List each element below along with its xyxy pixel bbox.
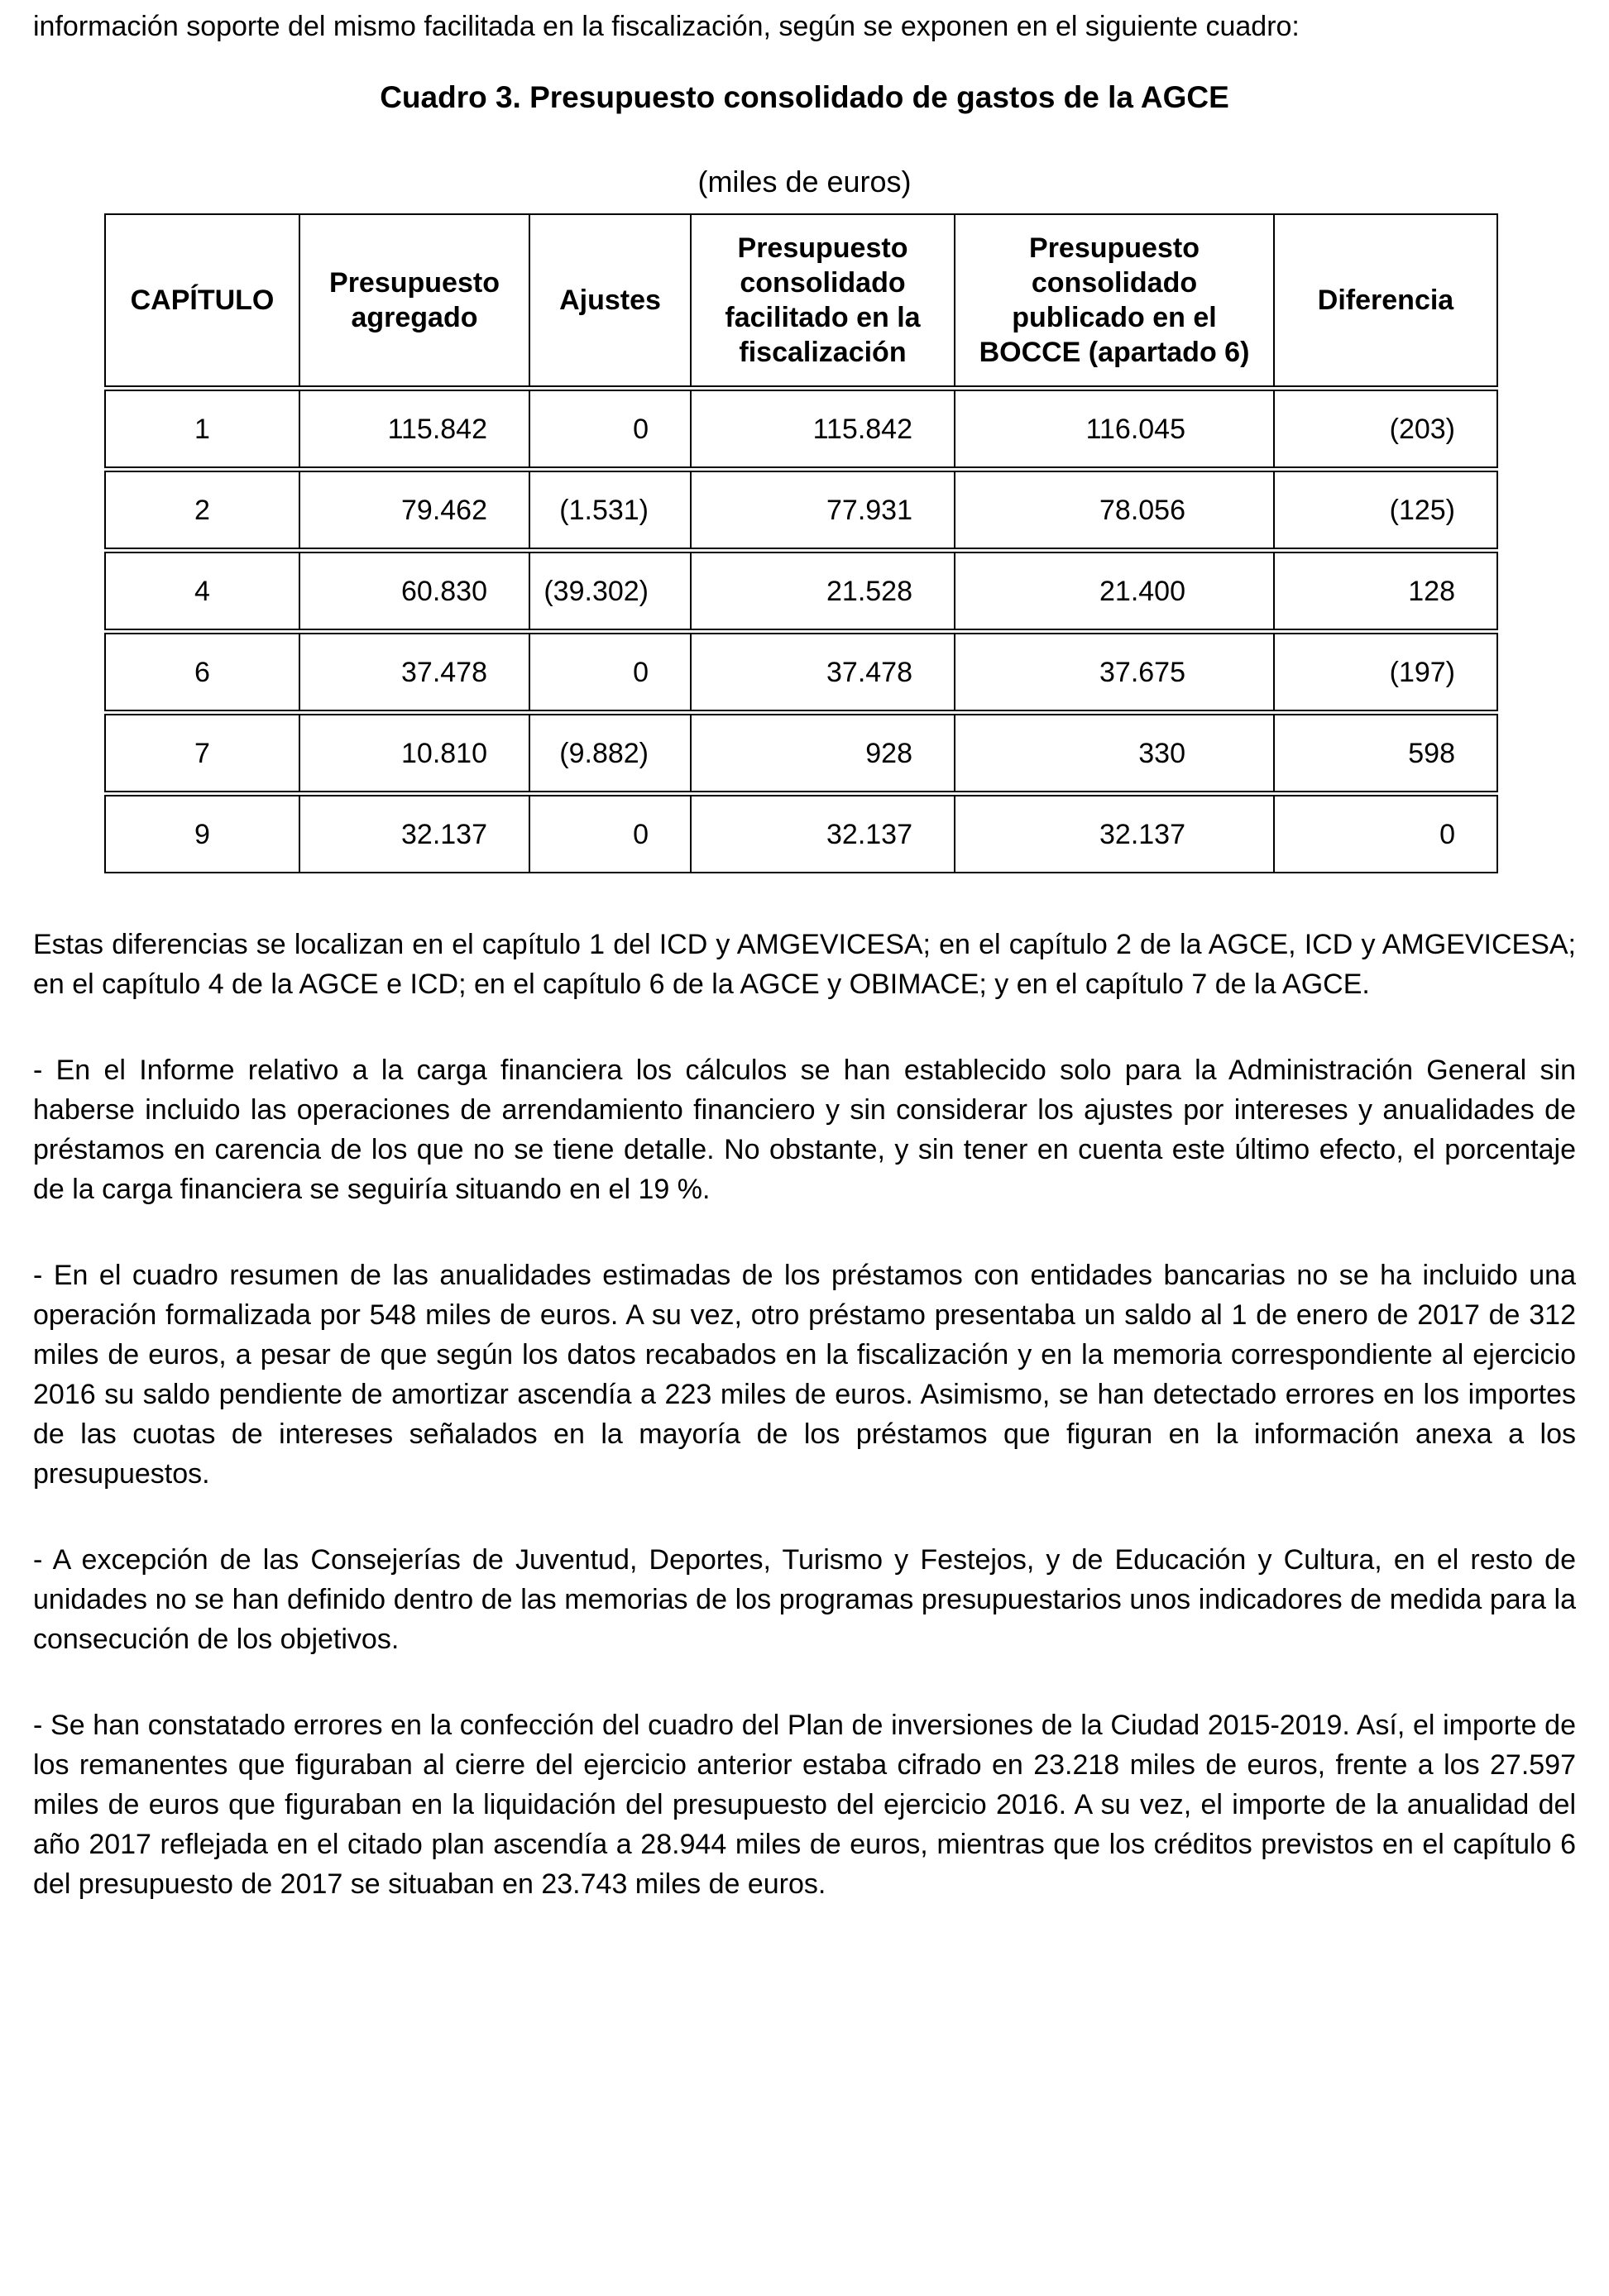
table-cell: 128 [1273, 552, 1498, 630]
table-cell: 78.056 [954, 471, 1275, 549]
table-cell: 21.400 [954, 552, 1275, 630]
table-cell: 10.810 [299, 714, 530, 792]
table-row: 9 32.137 0 32.137 32.137 0 [104, 795, 1576, 873]
table-row: 6 37.478 0 37.478 37.675 (197) [104, 633, 1576, 711]
table-cell: (1.531) [529, 471, 692, 549]
body-paragraph: Estas diferencias se localizan en el cap… [33, 929, 1576, 1000]
table-cell: (125) [1273, 471, 1498, 549]
table-cell: 37.675 [954, 633, 1275, 711]
table-cell: 37.478 [299, 633, 530, 711]
table-cell: 7 [104, 714, 300, 792]
table-cell: 330 [954, 714, 1275, 792]
table-row: 7 10.810 (9.882) 928 330 598 [104, 714, 1576, 792]
table-row: 1 115.842 0 115.842 116.045 (203) [104, 390, 1576, 468]
table-header-cell: CAPÍTULO [104, 213, 300, 387]
table-header-cell: Ajustes [529, 213, 692, 387]
intro-paragraph: información soporte del mismo facilitada… [33, 11, 1300, 42]
table-cell: (197) [1273, 633, 1498, 711]
table-title: Cuadro 3. Presupuesto consolidado de gas… [380, 80, 1229, 114]
table-cell: 0 [529, 390, 692, 468]
table-cell: 2 [104, 471, 300, 549]
table-cell: 32.137 [690, 795, 955, 873]
table-header-cell: Presupuesto consolidado facilitado en la… [690, 213, 955, 387]
table-header-cell: Presupuesto agregado [299, 213, 530, 387]
table-cell: 0 [529, 633, 692, 711]
body-paragraph: - Se han constatado errores en la confec… [33, 1710, 1576, 1900]
table-cell: 1 [104, 390, 300, 468]
table-cell: 60.830 [299, 552, 530, 630]
table-cell: 32.137 [299, 795, 530, 873]
table-cell: (203) [1273, 390, 1498, 468]
table-cell: 115.842 [690, 390, 955, 468]
body-paragraph: - En el Informe relativo a la carga fina… [33, 1055, 1576, 1205]
table-cell: 0 [1273, 795, 1498, 873]
table-cell: 79.462 [299, 471, 530, 549]
table-cell: 598 [1273, 714, 1498, 792]
table-header-cell: Diferencia [1273, 213, 1498, 387]
table-cell: (39.302) [529, 552, 692, 630]
table-cell: 37.478 [690, 633, 955, 711]
table-cell: 21.528 [690, 552, 955, 630]
table-units-label: (miles de euros) [697, 165, 912, 199]
table-cell: 4 [104, 552, 300, 630]
table-header-row: CAPÍTULO Presupuesto agregado Ajustes Pr… [104, 213, 1576, 387]
table-cell: 32.137 [954, 795, 1275, 873]
body-paragraph: - En el cuadro resumen de las anualidade… [33, 1260, 1576, 1490]
table-row: 2 79.462 (1.531) 77.931 78.056 (125) [104, 471, 1576, 549]
body-text: Estas diferencias se localizan en el cap… [33, 925, 1576, 1904]
table-cell: 0 [529, 795, 692, 873]
body-paragraph: - A excepción de las Consejerías de Juve… [33, 1544, 1576, 1655]
table-row: 4 60.830 (39.302) 21.528 21.400 128 [104, 552, 1576, 630]
table-cell: (9.882) [529, 714, 692, 792]
table-cell: 116.045 [954, 390, 1275, 468]
table-header-cell: Presupuesto consolidado publicado en el … [954, 213, 1275, 387]
budget-table: CAPÍTULO Presupuesto agregado Ajustes Pr… [104, 213, 1576, 873]
table-cell: 6 [104, 633, 300, 711]
table-cell: 77.931 [690, 471, 955, 549]
table-cell: 928 [690, 714, 955, 792]
table-cell: 9 [104, 795, 300, 873]
table-cell: 115.842 [299, 390, 530, 468]
